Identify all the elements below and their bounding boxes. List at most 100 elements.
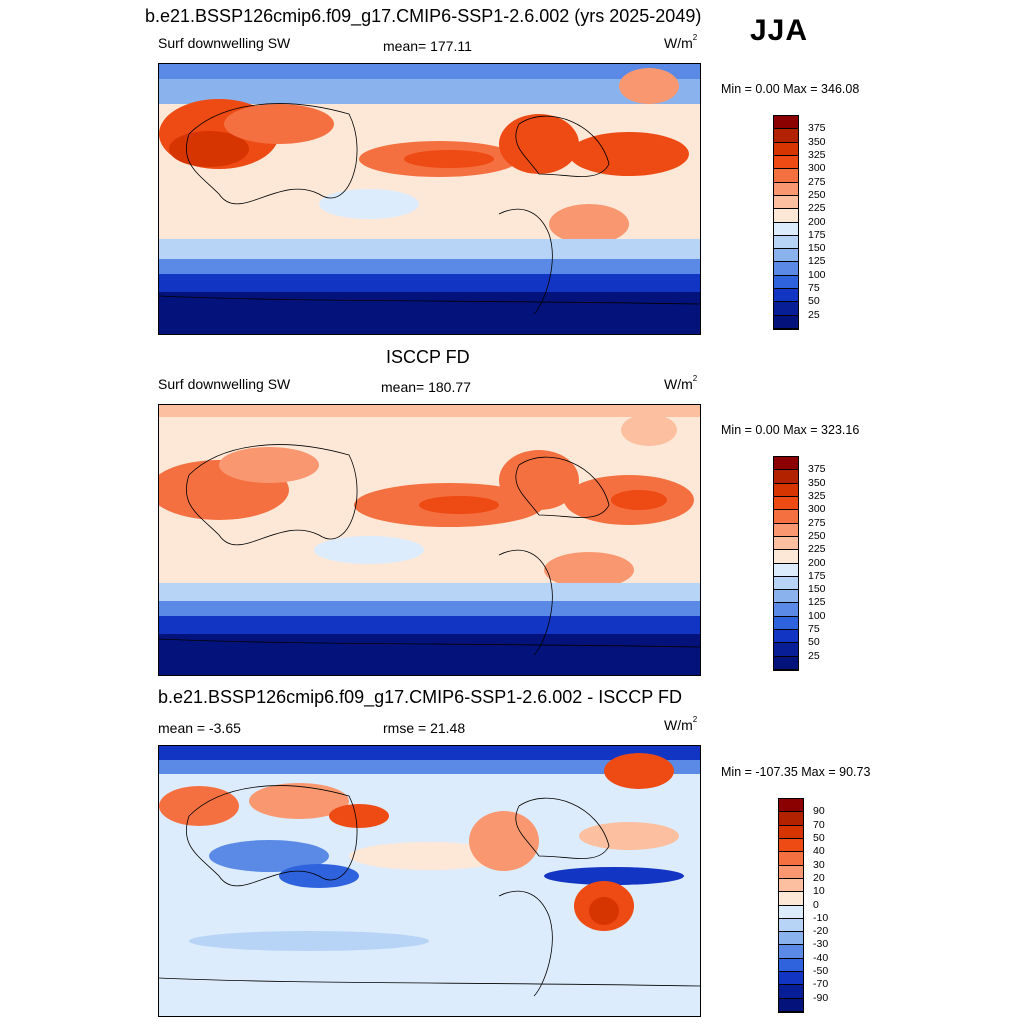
colorbar-swatch xyxy=(779,985,803,999)
colorbar-tick-label: 225 xyxy=(808,543,826,556)
colorbar-swatch xyxy=(774,523,798,537)
colorbar-tick-label: 275 xyxy=(808,175,826,188)
panel3-colorbar: 90 70 50 40 30 20 10 0 -10 -20 -30 -40 -50 -70 -90 xyxy=(778,798,828,1013)
colorbar-tick-label: -10 xyxy=(813,911,829,924)
panel3-rmse-label: rmse = 21.48 xyxy=(383,720,466,736)
panel2-mean-label: mean= 180.77 xyxy=(381,379,471,395)
panel1-mean-label: mean= 177.11 xyxy=(383,38,472,54)
colorbar-tick-label: 275 xyxy=(808,516,826,529)
colorbar-swatch xyxy=(774,630,798,644)
colorbar-swatch xyxy=(774,209,798,223)
colorbar-tick-label: 125 xyxy=(808,255,826,268)
colorbar-tick-label: 125 xyxy=(808,596,826,609)
colorbar-swatch xyxy=(774,289,798,303)
panel1-map xyxy=(158,63,701,335)
panel3-units: W/m2 xyxy=(664,715,698,733)
colorbar-tick-label: -50 xyxy=(813,965,829,978)
colorbar-swatch xyxy=(779,865,803,879)
colorbar-swatch xyxy=(774,195,798,210)
colorbar-tick-label: 225 xyxy=(808,202,826,215)
panel2-map xyxy=(158,404,701,676)
colorbar-swatch xyxy=(774,249,798,263)
colorbar-tick-label: -30 xyxy=(813,938,829,951)
colorbar-tick-label: 375 xyxy=(808,122,826,135)
colorbar-swatch xyxy=(779,905,803,919)
colorbar-tick-label: 50 xyxy=(808,295,820,308)
colorbar-swatch xyxy=(774,315,798,329)
colorbar-tick-label: -90 xyxy=(813,991,829,1004)
colorbar-tick-label: 250 xyxy=(808,188,826,201)
colorbar-tick-label: 200 xyxy=(808,215,826,228)
colorbar-tick-label: 200 xyxy=(808,556,826,569)
colorbar-swatch xyxy=(774,656,798,670)
colorbar-tick-label: 50 xyxy=(813,831,825,844)
colorbar-swatch xyxy=(774,536,798,551)
panel2-minmax: Min = 0.00 Max = 323.16 xyxy=(721,423,860,437)
colorbar-tick-label: 150 xyxy=(808,242,826,255)
colorbar-tick-label: 100 xyxy=(808,268,826,281)
panel2-title: ISCCP FD xyxy=(386,347,470,367)
colorbar-tick-label: 300 xyxy=(808,503,826,516)
panel2-colorbar: 375 350 325 300 275 250 225 200 175 150 125 100 75 50… xyxy=(773,456,826,671)
panel1-minmax: Min = 0.00 Max = 346.08 xyxy=(721,82,860,96)
colorbar-swatch xyxy=(774,483,798,497)
colorbar-tick-label: 20 xyxy=(813,871,825,884)
colorbar-swatch xyxy=(779,812,803,826)
colorbar-tick-label: 350 xyxy=(808,476,826,489)
colorbar-tick-label: -20 xyxy=(813,925,829,938)
colorbar-swatch xyxy=(779,878,803,893)
colorbar-swatch xyxy=(774,643,798,657)
colorbar-swatch xyxy=(779,972,803,986)
panel3-map xyxy=(158,745,701,1017)
colorbar-tick-label: 10 xyxy=(813,885,825,898)
panel2-units: W/m2 xyxy=(664,374,698,392)
panel2-variable-label: Surf downwelling SW xyxy=(158,376,291,392)
colorbar-swatch xyxy=(774,590,798,604)
colorbar-swatch xyxy=(774,116,798,130)
colorbar-swatch xyxy=(774,470,798,484)
colorbar-swatch xyxy=(774,169,798,183)
colorbar-tick-label: 375 xyxy=(808,463,826,476)
colorbar-swatch xyxy=(774,262,798,276)
colorbar-swatch xyxy=(779,958,803,973)
colorbar-tick-label: 250 xyxy=(808,529,826,542)
colorbar-tick-label: 70 xyxy=(813,818,825,831)
colorbar-tick-label: -40 xyxy=(813,951,829,964)
colorbar-swatch xyxy=(779,892,803,906)
colorbar-swatch xyxy=(774,302,798,316)
colorbar-swatch xyxy=(774,550,798,564)
colorbar-tick-label: 40 xyxy=(813,845,825,858)
colorbar-swatch xyxy=(774,222,798,236)
colorbar-tick-label: 325 xyxy=(808,489,826,502)
colorbar-swatch xyxy=(779,838,803,853)
colorbar-swatch xyxy=(779,945,803,959)
panel1-colorbar: 375 350 325 300 275 250 225 200 175 150 125 100 75 50… xyxy=(773,115,826,330)
panel1-units: W/m2 xyxy=(664,33,698,51)
colorbar-tick-label: 75 xyxy=(808,282,820,295)
panel1-variable-label: Surf downwelling SW xyxy=(158,35,291,51)
colorbar-swatch xyxy=(779,825,803,839)
colorbar-tick-label: 350 xyxy=(808,135,826,148)
colorbar-tick-label: 175 xyxy=(808,569,826,582)
colorbar-swatch xyxy=(779,799,803,813)
colorbar-swatch xyxy=(774,603,798,617)
colorbar-swatch xyxy=(779,932,803,946)
colorbar-tick-label: 0 xyxy=(813,898,819,911)
colorbar-tick-label: 50 xyxy=(808,636,820,649)
colorbar-swatch xyxy=(774,496,798,511)
colorbar-swatch xyxy=(774,457,798,471)
colorbar-tick-label: 25 xyxy=(808,308,820,321)
panel3-minmax: Min = -107.35 Max = 90.73 xyxy=(721,765,871,779)
colorbar-tick-label: 25 xyxy=(808,649,820,662)
colorbar-tick-label: 325 xyxy=(808,148,826,161)
colorbar-tick-label: -70 xyxy=(813,978,829,991)
colorbar-swatch xyxy=(774,576,798,591)
colorbar-swatch xyxy=(779,998,803,1012)
colorbar-swatch xyxy=(774,182,798,196)
colorbar-tick-label: 175 xyxy=(808,228,826,241)
colorbar-tick-label: 300 xyxy=(808,162,826,175)
panel3-title: b.e21.BSSP126cmip6.f09_g17.CMIP6-SSP1-2.… xyxy=(158,687,682,707)
colorbar-swatch xyxy=(779,852,803,866)
colorbar-tick-label: 90 xyxy=(813,805,825,818)
panel3-mean-label: mean = -3.65 xyxy=(158,720,241,736)
